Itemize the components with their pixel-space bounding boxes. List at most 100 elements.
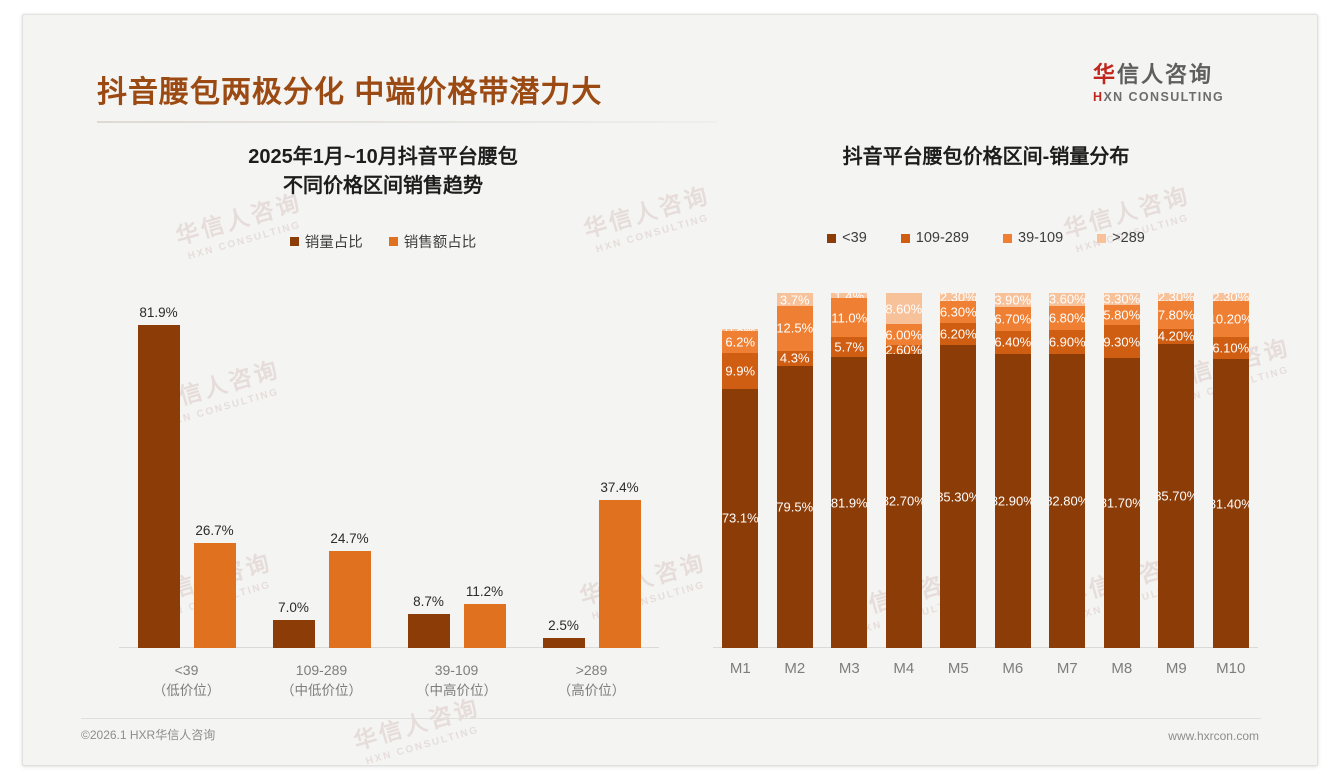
stack-segment[interactable]: 12.5%: [776, 306, 813, 351]
stack-segment[interactable]: 82.80%: [1049, 354, 1086, 648]
stack-segment-value-label: 82.70%: [886, 493, 922, 509]
stack-segment-clip: 7.80%: [1158, 301, 1194, 329]
right-chart-legend: <39 109-289 39-109 >289: [691, 230, 1281, 246]
stack-segment[interactable]: 85.30%: [940, 345, 977, 648]
stack-segment[interactable]: 3.30%: [1103, 293, 1140, 305]
stacked-bar-column[interactable]: 2.30% 6.30% 6.20% 85.30% M5: [940, 292, 977, 677]
stack-segment-value-label: 6.70%: [994, 311, 1031, 327]
stack-segment[interactable]: 2.60%: [885, 345, 922, 355]
stack-segment[interactable]: 6.90%: [1049, 329, 1086, 355]
stack-segment-value-label: 11.0%: [831, 310, 868, 325]
stack-segment[interactable]: 3.90%: [994, 293, 1031, 308]
stack-segment-value-label: 85.30%: [940, 489, 976, 505]
bar[interactable]: [598, 500, 641, 648]
stack-segment-clip: 5.80%: [1104, 305, 1140, 326]
stacked-bar-column[interactable]: 3.30% 5.80% 9.30% 81.70% M8: [1103, 293, 1140, 677]
bar-group: 7.0% 24.7% 109-289 （中低价位）: [261, 293, 383, 698]
stack-segment[interactable]: 7.80%: [1158, 301, 1195, 329]
legend-item[interactable]: 销售额占比: [388, 231, 477, 252]
legend-item[interactable]: >289: [1097, 230, 1145, 246]
stack-segment[interactable]: 6.40%: [994, 331, 1031, 354]
legend-item[interactable]: 109-289: [900, 230, 969, 246]
stack-segment-clip: 85.30%: [940, 345, 976, 648]
bar[interactable]: [463, 603, 506, 648]
bar[interactable]: [328, 550, 371, 648]
bar-column[interactable]: 24.7%: [328, 531, 371, 648]
stack-segment[interactable]: 6.70%: [994, 307, 1031, 331]
stack-segment-clip: 11.0%: [831, 298, 867, 337]
bar-column[interactable]: 11.2%: [463, 584, 506, 648]
bar[interactable]: [193, 542, 236, 648]
footer-copyright: ©2026.1 HXR华信人咨询: [81, 728, 216, 742]
stack-segment[interactable]: 2.30%: [1212, 293, 1249, 302]
stack-segment[interactable]: 6.30%: [940, 301, 977, 324]
bar-group-bars: 81.9% 26.7%: [126, 293, 248, 648]
stack-segment-clip: 10.20%: [1213, 301, 1249, 337]
stack-segment-value-label: 81.70%: [1104, 495, 1140, 511]
stack-segment[interactable]: 81.9%: [831, 357, 868, 648]
x-axis-month-label: M9: [1165, 660, 1187, 677]
bar[interactable]: [272, 620, 315, 648]
stack-segment[interactable]: 2.30%: [940, 292, 977, 302]
legend-label: 销售额占比: [403, 235, 477, 251]
stack-segment[interactable]: 4.20%: [1158, 328, 1195, 344]
stack-segment[interactable]: 85.70%: [1158, 343, 1195, 648]
bar-column[interactable]: 37.4%: [598, 480, 641, 648]
stack-segment[interactable]: 82.70%: [885, 354, 922, 648]
stack-segment-clip: 82.70%: [886, 354, 922, 648]
stack-segment[interactable]: 5.7%: [831, 337, 868, 358]
bar[interactable]: [137, 324, 180, 648]
stack-segment[interactable]: 6.00%: [885, 323, 922, 346]
stack-segment[interactable]: 3.7%: [776, 293, 813, 307]
legend-item[interactable]: <39: [827, 230, 867, 246]
stack-segment[interactable]: 79.5%: [776, 365, 813, 648]
stack-segment[interactable]: 1.4%: [831, 293, 868, 298]
stack-segment[interactable]: 6.2%: [722, 331, 759, 354]
bar-column[interactable]: 7.0%: [272, 600, 315, 648]
stack-segment[interactable]: 4.3%: [776, 350, 813, 366]
stacked-bar-column[interactable]: 3.90% 6.70% 6.40% 82.90% M6: [994, 293, 1031, 677]
title-divider: [97, 121, 717, 123]
stack-segment[interactable]: 3.60%: [1049, 293, 1086, 306]
bar-column[interactable]: 26.7%: [193, 523, 236, 648]
bar-column[interactable]: 81.9%: [137, 305, 180, 648]
x-axis-month-label: M6: [1002, 660, 1024, 677]
stack-segment[interactable]: 6.20%: [940, 323, 977, 346]
stacked-bar-column[interactable]: 0.8% 6.2% 9.9% 73.1% M1: [722, 293, 759, 677]
stack-segment[interactable]: 6.80%: [1049, 305, 1086, 330]
stacked-bar-column[interactable]: 1.4% 11.0% 5.7% 81.9% M3: [831, 293, 868, 677]
stack-segment[interactable]: 73.1%: [722, 388, 759, 648]
stack-segment[interactable]: 81.40%: [1212, 359, 1249, 648]
bar[interactable]: [542, 638, 585, 648]
stack-segment[interactable]: 5.80%: [1103, 304, 1140, 326]
stack-segment-value-label: 5.7%: [834, 339, 865, 355]
x-axis-month-label: M1: [729, 660, 751, 677]
stack-segment[interactable]: 9.30%: [1103, 325, 1140, 359]
bar[interactable]: [407, 613, 450, 648]
legend-item[interactable]: 销量占比: [289, 231, 363, 252]
stack-segment[interactable]: 11.0%: [831, 297, 868, 338]
bar-value-label: 2.5%: [548, 618, 579, 634]
stacked-bar-column[interactable]: 8.60% 6.00% 2.60% 82.70% M4: [885, 293, 922, 677]
stack-segment[interactable]: 0.8%: [722, 328, 759, 332]
stacked-bar-column[interactable]: 3.7% 12.5% 4.3% 79.5% M2: [776, 293, 813, 677]
stacked-bar-column[interactable]: 3.60% 6.80% 6.90% 82.80% M7: [1049, 293, 1086, 677]
bar-column[interactable]: 2.5%: [542, 618, 585, 648]
bar-value-label: 37.4%: [600, 480, 639, 496]
x-axis-month-label: M3: [838, 660, 860, 677]
category-name: 109-289: [295, 662, 348, 678]
legend-item[interactable]: 39-109: [1003, 230, 1063, 246]
legend-swatch-icon: [827, 233, 837, 243]
stack-segment[interactable]: 8.60%: [885, 293, 922, 324]
stacked-bar-column[interactable]: 2.30% 7.80% 4.20% 85.70% M9: [1158, 293, 1195, 677]
stacked-bar-column[interactable]: 2.30% 10.20% 6.10% 81.40% M10: [1212, 293, 1249, 677]
stack-segment[interactable]: 2.30%: [1158, 293, 1195, 302]
bar-column[interactable]: 8.7%: [407, 594, 450, 648]
stack-segment[interactable]: 81.70%: [1103, 358, 1140, 648]
stack-segment[interactable]: 10.20%: [1212, 301, 1249, 338]
stack-segment[interactable]: 9.9%: [722, 353, 759, 389]
stack-segment[interactable]: 82.90%: [994, 353, 1031, 648]
stack-segment[interactable]: 6.10%: [1212, 337, 1249, 360]
stack-segment-value-label: 2.30%: [1212, 293, 1249, 302]
footer-website[interactable]: www.hxrcon.com: [1168, 729, 1259, 743]
